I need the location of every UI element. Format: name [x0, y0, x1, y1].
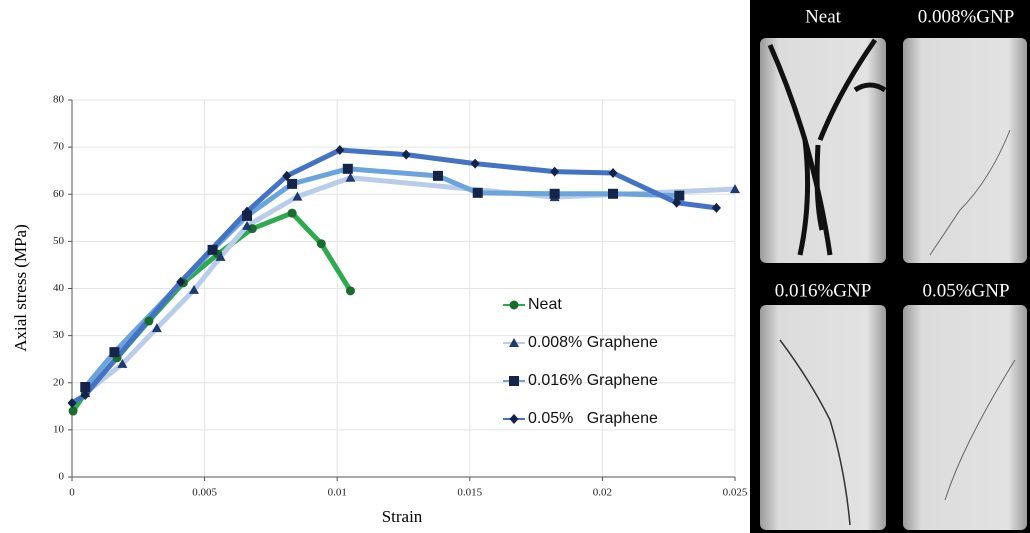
marker	[215, 251, 226, 261]
marker	[242, 220, 253, 230]
marker	[117, 358, 128, 368]
x-tick-label: 0	[69, 487, 75, 499]
x-tick-label: 0.025	[723, 487, 748, 499]
y-tick-label: 80	[53, 94, 65, 106]
marker	[80, 381, 91, 392]
legend-marker	[509, 300, 519, 310]
marker	[287, 208, 297, 218]
photo-panel: Neat 0.008%GNP 0.016%GNP 0.05%GNP	[750, 0, 1030, 533]
y-tick-label: 40	[53, 282, 65, 294]
legend-marker	[509, 338, 519, 347]
marker	[316, 239, 326, 249]
x-axis-label: Strain	[382, 507, 423, 526]
legend-label: 0.016% Graphene	[528, 372, 658, 389]
legend-marker	[509, 414, 519, 424]
y-tick-label: 20	[53, 376, 65, 388]
x-tick-label: 0.01	[328, 487, 347, 499]
marker	[68, 406, 78, 416]
marker	[472, 187, 483, 198]
legend-marker	[509, 376, 519, 386]
x-tick-label: 0.02	[593, 487, 612, 499]
marker	[672, 197, 682, 208]
marker	[292, 191, 303, 201]
marker	[176, 276, 186, 287]
crack	[929, 129, 1011, 256]
marker	[335, 144, 345, 155]
series-line	[70, 210, 353, 414]
x-tick-label: 0.015	[457, 487, 482, 499]
y-tick-label: 0	[59, 471, 65, 483]
crack	[767, 38, 887, 256]
y-axis-label: Axial stress (MPa)	[11, 224, 30, 351]
specimen-005	[903, 305, 1027, 530]
marker	[282, 170, 292, 181]
photo-label: 0.05%GNP	[922, 280, 1009, 301]
y-tick-label: 30	[53, 329, 65, 341]
legend-label: 0.008% Graphene	[528, 334, 658, 351]
marker	[432, 170, 443, 181]
marker	[287, 178, 298, 189]
marker	[109, 347, 120, 358]
marker	[549, 188, 560, 199]
marker	[730, 184, 740, 194]
marker	[242, 206, 252, 217]
y-tick-label: 10	[53, 423, 65, 435]
crack	[944, 359, 1016, 501]
marker	[207, 244, 218, 255]
photo-label: 0.008%GNP	[918, 6, 1015, 27]
marker	[608, 168, 618, 179]
legend-label: Neat	[528, 296, 562, 313]
marker	[550, 166, 560, 177]
marker	[80, 390, 90, 401]
marker	[470, 158, 480, 169]
specimen-0016	[760, 305, 886, 530]
series-line	[82, 166, 682, 390]
y-tick-label: 60	[53, 188, 65, 200]
marker	[144, 316, 154, 326]
series-line	[82, 175, 738, 396]
photo-label: Neat	[805, 6, 842, 27]
marker	[188, 284, 199, 294]
marker	[345, 172, 356, 182]
marker	[345, 286, 355, 296]
y-tick-label: 50	[53, 235, 65, 247]
y-tick-label: 70	[53, 141, 65, 153]
marker	[608, 188, 619, 199]
x-tick-label: 0.005	[192, 487, 217, 499]
crack	[779, 339, 851, 526]
legend-label: 0.05% Graphene	[528, 410, 658, 427]
marker	[151, 323, 162, 333]
series-line	[69, 147, 719, 406]
marker	[342, 163, 353, 174]
marker	[401, 149, 411, 160]
photo-label: 0.016%GNP	[775, 280, 872, 301]
specimen-0008	[903, 38, 1027, 263]
marker	[67, 398, 77, 409]
marker	[711, 202, 721, 213]
